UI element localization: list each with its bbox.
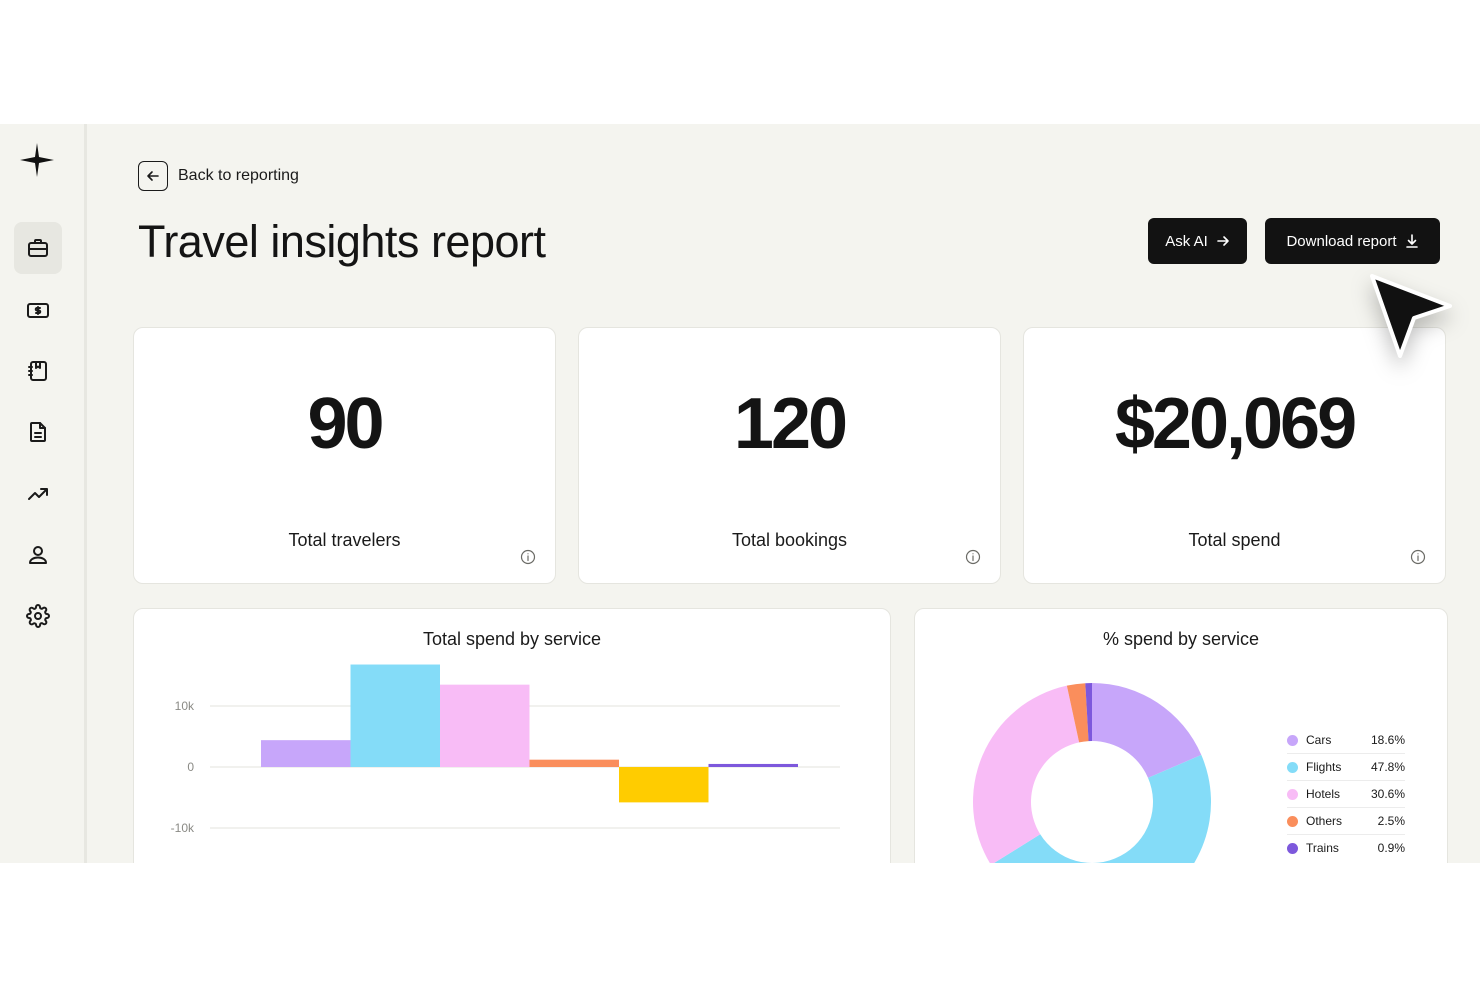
legend-swatch [1287, 734, 1298, 746]
sidebar-item-documents[interactable] [14, 406, 62, 458]
legend-label: Flights [1306, 760, 1342, 774]
info-icon[interactable] [520, 549, 536, 565]
legend-label: Cars [1306, 733, 1332, 747]
stat-value: 90 [307, 384, 384, 464]
arrow-right-icon [1216, 236, 1229, 246]
ask-ai-label: Ask AI [1165, 232, 1208, 250]
donut-slice[interactable] [1066, 683, 1089, 743]
legend-swatch [1287, 761, 1298, 773]
mouse-cursor-icon [1370, 274, 1452, 358]
chart-title: Total spend by service [422, 629, 602, 649]
donut-slice[interactable] [1085, 683, 1092, 742]
sidebar-item-settings[interactable] [14, 590, 62, 642]
bar[interactable] [261, 740, 351, 767]
bar[interactable] [350, 664, 441, 767]
chart-legend: Cars 18.6% Flights 47.8% Hotels 30.6% Others 2.… [1287, 727, 1405, 861]
sidebar [0, 124, 87, 863]
page-title: Travel insights report [138, 216, 546, 267]
sidebar-item-trips[interactable] [14, 222, 62, 274]
bar-chart-card: Total spend by service 10k 0 -10k [133, 608, 891, 863]
document-icon [30, 422, 46, 442]
sidebar-item-reporting[interactable] [14, 468, 62, 520]
legend-label: Others [1306, 814, 1343, 828]
download-report-label: Download report [1286, 232, 1397, 250]
stat-card-travelers: 90 Total travelers [133, 327, 556, 584]
donut-slice[interactable] [1092, 683, 1202, 778]
legend-item[interactable]: Hotels 30.6% [1287, 781, 1405, 808]
download-report-button[interactable]: Download report [1265, 218, 1440, 264]
y-tick-label: 0 [187, 760, 194, 774]
legend-swatch [1287, 788, 1298, 800]
legend-swatch [1287, 842, 1298, 854]
sidebar-item-directory[interactable] [14, 345, 62, 397]
legend-label: Trains [1306, 841, 1339, 855]
chart-title: % spend by service [1102, 629, 1260, 649]
notebook-icon [28, 361, 47, 381]
sidebar-item-expenses[interactable] [14, 284, 62, 336]
back-link[interactable]: Back to reporting [138, 161, 299, 191]
download-icon [1405, 234, 1418, 248]
bar[interactable] [529, 759, 620, 767]
info-icon[interactable] [1410, 549, 1426, 565]
stat-card-spend: $20,069 Total spend [1023, 327, 1446, 584]
sidebar-item-people[interactable] [14, 529, 62, 581]
briefcase-icon [28, 239, 48, 257]
logo-icon[interactable] [19, 142, 55, 178]
app-frame: Back to reporting Travel insights report… [0, 124, 1480, 863]
back-arrow-button[interactable] [138, 161, 168, 191]
legend-item[interactable]: Flights 47.8% [1287, 754, 1405, 781]
legend-value: 47.8% [1370, 760, 1405, 774]
stat-label: Total bookings [731, 530, 848, 550]
stat-card-bookings: 120 Total bookings [578, 327, 1001, 584]
legend-value: 18.6% [1370, 733, 1405, 747]
legend-item[interactable]: Others 2.5% [1287, 808, 1405, 835]
stat-value: $20,069 [1114, 384, 1357, 464]
legend-label: Hotels [1306, 787, 1341, 801]
donut-chart [973, 683, 1211, 863]
bar[interactable] [619, 767, 709, 803]
legend-item[interactable]: Trains 0.9% [1287, 835, 1405, 861]
y-tick-label: -10k [171, 821, 195, 835]
legend-value: 2.5% [1377, 814, 1405, 828]
bar[interactable] [708, 763, 799, 767]
bar-chart: 10k 0 -10k [171, 664, 840, 835]
arrow-left-icon [147, 171, 159, 181]
legend-value: 0.9% [1377, 841, 1405, 855]
bar[interactable] [440, 684, 530, 767]
stat-value: 120 [733, 384, 848, 464]
back-link-label[interactable]: Back to reporting [178, 167, 299, 184]
trending-up-icon [28, 488, 48, 500]
donut-slice[interactable] [991, 754, 1211, 863]
pie-chart-card: % spend by service Cars 18.6% Flights 47.8%… [914, 608, 1448, 863]
user-icon [29, 546, 47, 564]
donut-slice[interactable] [973, 685, 1080, 863]
money-icon [27, 303, 49, 318]
stat-label: Total spend [1188, 530, 1281, 550]
ask-ai-button[interactable]: Ask AI [1148, 218, 1247, 264]
legend-swatch [1287, 815, 1298, 827]
y-tick-label: 10k [175, 699, 195, 713]
legend-value: 30.6% [1370, 787, 1405, 801]
info-icon[interactable] [965, 549, 981, 565]
legend-item[interactable]: Cars 18.6% [1287, 727, 1405, 754]
stat-label: Total travelers [288, 530, 401, 550]
gear-icon [26, 604, 50, 628]
